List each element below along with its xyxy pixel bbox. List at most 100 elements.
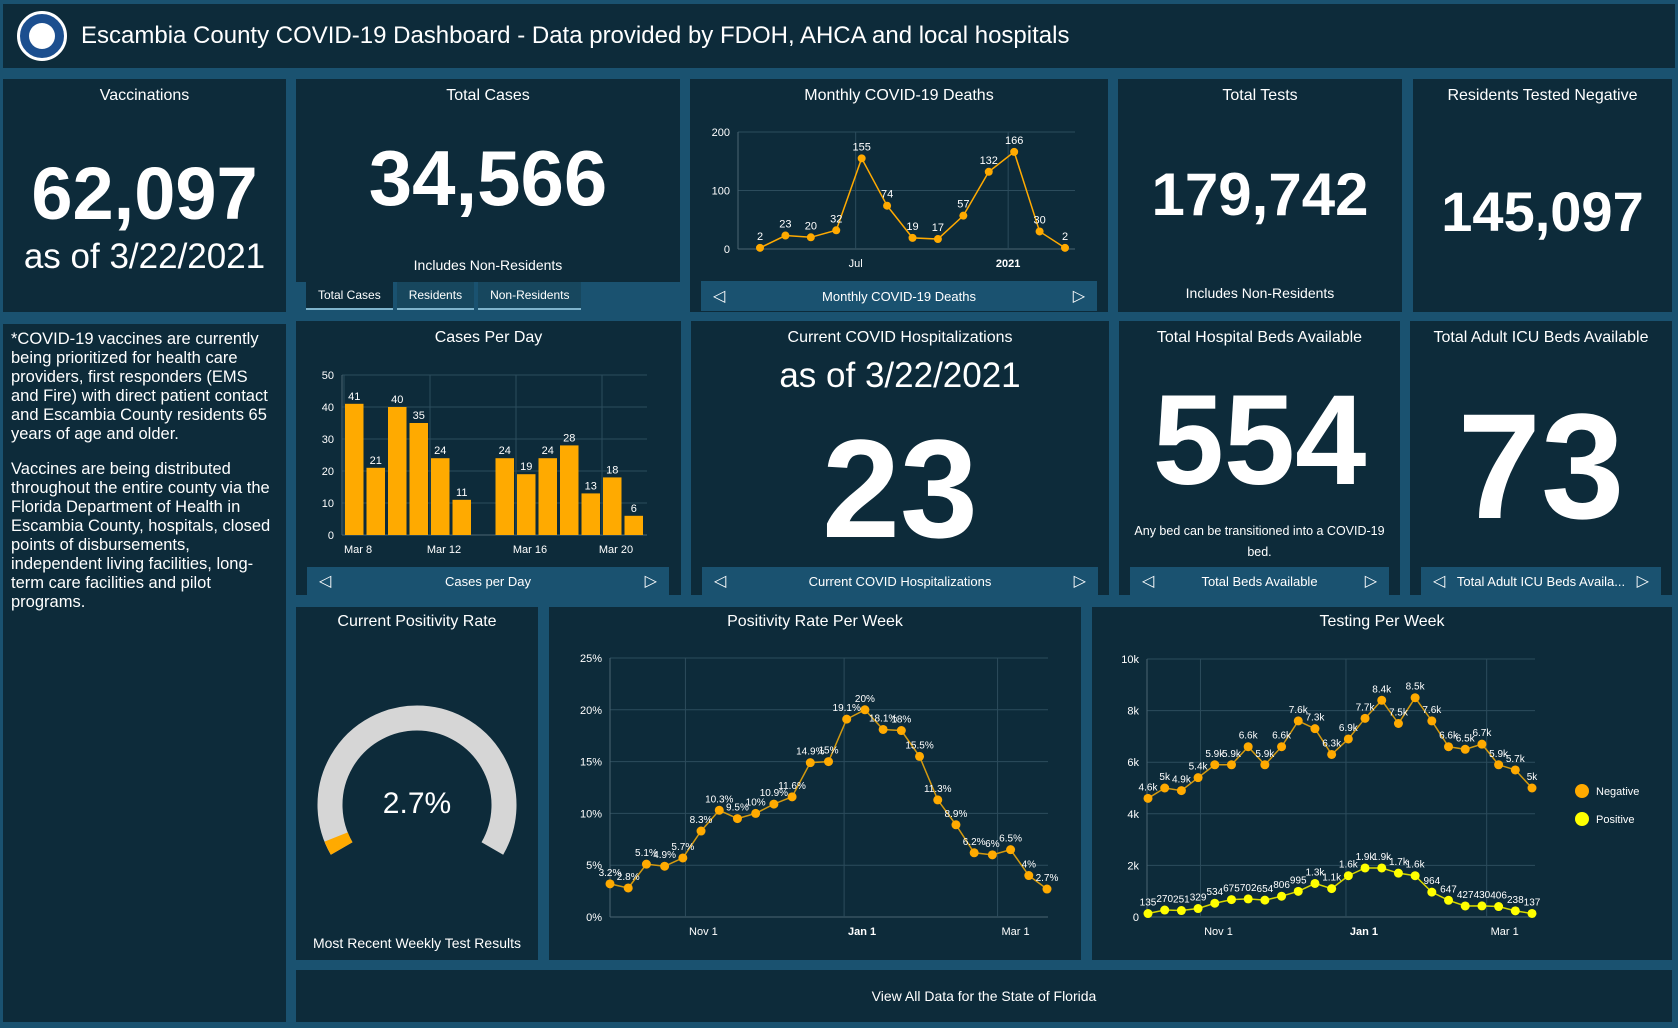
y-tick-label: 15% — [580, 757, 602, 769]
nav-label: Monthly COVID-19 Deaths — [822, 288, 976, 304]
bar — [603, 477, 622, 535]
data-label: 35 — [413, 410, 425, 422]
data-label: 964 — [1423, 876, 1440, 887]
data-label: 654 — [1257, 884, 1274, 895]
data-label: 24 — [542, 445, 554, 457]
x-tick-label: Jan 1 — [848, 926, 876, 938]
data-label: 14.9% — [796, 747, 824, 758]
chevron-right-icon[interactable]: ▷ — [1072, 288, 1085, 305]
hospital-beds-value: 554 — [1152, 369, 1367, 512]
tab-total-cases[interactable]: Total Cases — [306, 282, 393, 310]
data-point — [714, 805, 724, 815]
data-point — [915, 751, 925, 761]
cases-per-day-panel: Cases Per Day 0 10 20 30 40 50 Mar 8 Mar 12 Mar … — [296, 321, 681, 595]
data-point — [842, 714, 852, 724]
chevron-left-icon[interactable]: ◁ — [1433, 573, 1446, 590]
vaccine-info-panel: *COVID-19 vaccines are currently being p… — [3, 324, 286, 1022]
chevron-left-icon[interactable]: ◁ — [713, 288, 726, 305]
data-label: 8.3% — [690, 815, 713, 826]
data-label: 15.5% — [905, 740, 933, 751]
data-label: 30 — [1033, 214, 1045, 226]
monthly-deaths-chart: 0 100 200 Jul 2021 2 23 20 32 155 74 19 17 57 132 166 30… — [712, 127, 1075, 270]
data-label: 6.6k — [1239, 731, 1259, 742]
testing-per-week-panel: Testing Per Week 0 2k 4k 6k 8k 10k Nov 1 Jan 1 M… — [1092, 607, 1672, 960]
chevron-left-icon[interactable]: ◁ — [714, 573, 727, 590]
chevron-right-icon[interactable]: ▷ — [1364, 573, 1377, 590]
positivity-rate-chart: 0% 5% 10% 15% 20% 25% Nov 1 Jan 1 Mar 1 3.2%2.8% 5… — [580, 653, 1059, 938]
bar — [452, 499, 471, 535]
y-tick-label: 0% — [586, 912, 602, 924]
data-point — [1510, 906, 1520, 916]
data-point — [806, 233, 815, 242]
data-label: 8.9% — [945, 809, 968, 820]
data-label: 270 — [1156, 894, 1173, 905]
monthly-deaths-nav: ◁ Monthly COVID-19 Deaths ▷ — [701, 281, 1097, 311]
data-point — [1024, 871, 1034, 881]
y-tick-label: 10k — [1121, 654, 1139, 666]
data-point — [1176, 906, 1186, 916]
data-label: 19 — [520, 461, 532, 473]
data-point — [1160, 783, 1170, 793]
icu-beds-nav: ◁ Total Adult ICU Beds Availa... ▷ — [1421, 567, 1661, 595]
x-tick-label: Jul — [849, 258, 863, 270]
data-label: 1.9k — [1372, 852, 1392, 863]
data-point — [1460, 901, 1470, 911]
data-point — [1527, 908, 1537, 918]
tab-non-residents[interactable]: Non-Residents — [478, 282, 582, 310]
chevron-right-icon[interactable]: ▷ — [644, 573, 657, 590]
data-label: 3.2% — [599, 868, 622, 879]
data-point — [1393, 868, 1403, 878]
bar — [409, 423, 428, 535]
chevron-right-icon[interactable]: ▷ — [1636, 573, 1649, 590]
header: Escambia County COVID-19 Dashboard - Dat… — [3, 4, 1675, 68]
chevron-left-icon[interactable]: ◁ — [319, 573, 332, 590]
data-point — [1243, 894, 1253, 904]
data-point — [933, 795, 943, 805]
data-label: 5.4k — [1189, 762, 1209, 773]
icu-beds-panel: Total Adult ICU Beds Available 73 ◁ Total… — [1410, 321, 1672, 595]
chevron-left-icon[interactable]: ◁ — [1142, 573, 1155, 590]
total-cases-title: Total Cases — [446, 87, 530, 104]
y-tick-label: 20% — [580, 705, 602, 717]
gauge-fill — [324, 832, 353, 855]
data-label: 9.5% — [726, 803, 749, 814]
dashboard-title: Escambia County COVID-19 Dashboard - Dat… — [81, 22, 1070, 49]
monthly-deaths-panel: Monthly COVID-19 Deaths 0 100 200 Jul 2021 2 2… — [690, 79, 1108, 312]
gauge-title: Current Positivity Rate — [337, 613, 497, 630]
data-point — [787, 792, 797, 802]
data-point — [751, 808, 761, 818]
data-point — [1176, 786, 1186, 796]
data-label: 18.1% — [869, 713, 897, 724]
bar — [495, 458, 514, 535]
data-label: 675 — [1223, 884, 1240, 895]
county-seal-logo — [17, 11, 67, 61]
data-point — [860, 705, 870, 715]
data-label: 6.5% — [999, 834, 1022, 845]
data-point — [959, 211, 968, 220]
data-label: 4.9k — [1172, 775, 1192, 786]
data-label: 5.9k — [1222, 749, 1242, 760]
data-point — [1277, 742, 1287, 752]
data-point — [896, 726, 906, 736]
data-label: 1.1k — [1322, 873, 1342, 884]
x-tick-label: Mar 12 — [427, 544, 461, 556]
x-tick-label: Mar 16 — [513, 544, 547, 556]
x-tick-label: Mar 8 — [344, 544, 372, 556]
chevron-right-icon[interactable]: ▷ — [1073, 573, 1086, 590]
data-label: 24 — [499, 445, 511, 457]
data-point — [1343, 871, 1353, 881]
data-label: 18% — [891, 715, 911, 726]
positivity-gauge-panel: Current Positivity Rate 2.7% Most Recent… — [296, 607, 538, 960]
data-label: 329 — [1190, 893, 1207, 904]
gauge-note: Most Recent Weekly Test Results — [312, 935, 521, 951]
data-label: 41 — [348, 391, 360, 403]
view-florida-data-link[interactable]: View All Data for the State of Florida — [871, 988, 1097, 1004]
tab-residents[interactable]: Residents — [396, 282, 475, 310]
data-label: 238 — [1507, 895, 1524, 906]
bar — [431, 458, 450, 535]
data-label: 2.7% — [1036, 873, 1059, 884]
data-label: 2.8% — [617, 872, 640, 883]
y-tick-label: 100 — [712, 186, 730, 198]
data-label: 995 — [1290, 875, 1307, 886]
cases-per-day-chart: 0 10 20 30 40 50 Mar 8 Mar 12 Mar 16 Mar 20 41 21 40… — [322, 370, 647, 556]
